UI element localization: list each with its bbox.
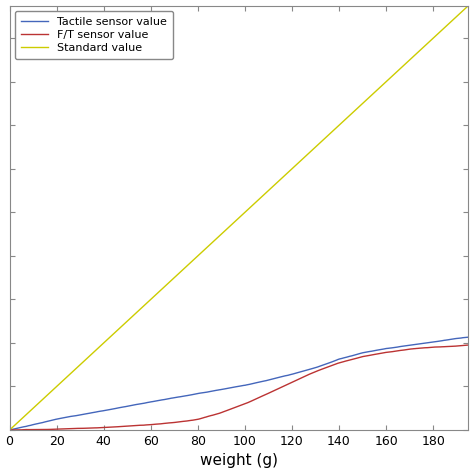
F/T sensor value <box>54 426 60 432</box>
F/T sensor value <box>210 412 215 418</box>
Line: F/T sensor value: F/T sensor value <box>9 345 468 430</box>
Standard value <box>7 427 12 433</box>
Standard value <box>54 384 59 390</box>
F/T sensor value <box>193 417 199 423</box>
F/T sensor value <box>7 427 13 433</box>
Tactile sensor value <box>192 391 198 397</box>
F/T sensor value <box>365 353 371 358</box>
Legend: Tactile sensor value, F/T sensor value, Standard value: Tactile sensor value, F/T sensor value, … <box>15 11 173 59</box>
Line: Standard value: Standard value <box>9 6 468 430</box>
Line: Tactile sensor value: Tactile sensor value <box>9 337 468 430</box>
Tactile sensor value <box>54 416 59 422</box>
X-axis label: weight (g): weight (g) <box>200 454 278 468</box>
Standard value <box>322 136 328 141</box>
Tactile sensor value <box>365 349 370 355</box>
Standard value <box>365 96 370 102</box>
Tactile sensor value <box>373 347 379 353</box>
F/T sensor value <box>373 351 379 357</box>
F/T sensor value <box>322 365 328 371</box>
Tactile sensor value <box>322 362 328 367</box>
Tactile sensor value <box>465 334 471 340</box>
Tactile sensor value <box>209 388 215 394</box>
Tactile sensor value <box>7 427 12 433</box>
Standard value <box>209 240 215 246</box>
F/T sensor value <box>7 427 12 433</box>
Standard value <box>465 3 471 9</box>
Standard value <box>192 255 198 261</box>
Standard value <box>373 89 379 94</box>
F/T sensor value <box>465 342 471 348</box>
